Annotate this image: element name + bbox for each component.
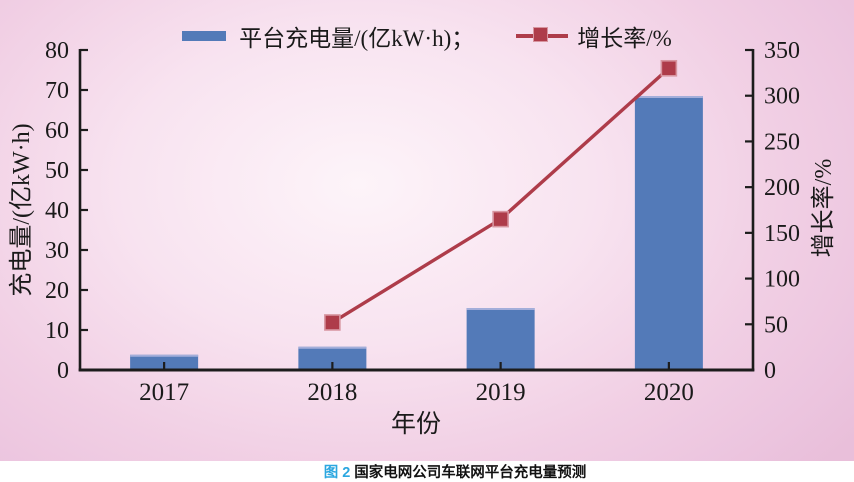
right-tick-label: 350 <box>764 38 800 64</box>
growth-markers <box>324 59 678 331</box>
chart-legend: 平台充电量/(亿kW·h)； 增长率/% <box>0 21 854 51</box>
x-tick-label: 2018 <box>307 379 357 406</box>
left-tick-label: 30 <box>45 238 69 264</box>
legend-marker-square-icon <box>533 26 549 42</box>
right-tick-label: 100 <box>764 267 800 293</box>
legend-line-label: 增长率/% <box>577 26 672 51</box>
figure-number: 图 2 <box>323 465 351 481</box>
marker-2018 <box>324 314 341 331</box>
right-tick-label: 300 <box>764 84 800 110</box>
figure-caption-text: 国家电网公司车联网平台充电量预测 <box>354 465 587 481</box>
legend-bar-swatch <box>182 31 227 41</box>
right-axis-title: 增长率/% <box>811 158 837 258</box>
x-axis-title: 年份 <box>390 411 441 438</box>
x-tick-label: 2017 <box>139 379 189 406</box>
left-axis-title: 充电量/(亿kW·h) <box>9 123 35 297</box>
right-tick-label: 0 <box>764 358 776 384</box>
left-tick-label: 60 <box>45 118 69 144</box>
right-tick-label: 250 <box>764 129 800 155</box>
bar-2019 <box>466 308 535 370</box>
left-tick-label: 10 <box>45 318 69 344</box>
left-tick-label: 20 <box>45 278 69 304</box>
chart-panel: 平台充电量/(亿kW·h)； 增长率/% 0 10 20 30 40 50 60 70 80 0 5… <box>0 0 854 461</box>
x-tick-label: 2020 <box>644 379 694 406</box>
left-tick-label: 0 <box>57 358 69 384</box>
bar-2018 <box>298 346 367 370</box>
marker-2020 <box>660 59 678 77</box>
right-tick-label: 200 <box>764 175 800 201</box>
figure-caption-inner: 图 2 国家电网公司车联网平台充电量预测 <box>324 461 587 482</box>
figure-caption: 图 2 国家电网公司车联网平台充电量预测 <box>0 461 854 482</box>
x-tick-label: 2019 <box>476 379 526 406</box>
growth-line <box>331 67 671 324</box>
bar-series <box>130 96 703 370</box>
left-tick-label: 70 <box>45 78 69 104</box>
legend-bar-label: 平台充电量/(亿kW·h)； <box>239 26 475 51</box>
left-tick-label: 50 <box>45 158 69 184</box>
bar-2020 <box>634 96 703 370</box>
plot-svg: 0 10 20 30 40 50 60 70 80 0 50 100 150 200 250 300 350 20… <box>45 38 800 406</box>
right-tick-label: 150 <box>764 221 800 247</box>
left-tick-label: 80 <box>45 38 69 64</box>
left-tick-label: 40 <box>45 198 69 224</box>
legend-line-marker <box>516 26 569 42</box>
axes: 0 10 20 30 40 50 60 70 80 0 50 100 150 200 250 300 350 20… <box>45 38 800 406</box>
marker-2019 <box>492 210 509 228</box>
right-tick-label: 50 <box>764 312 788 338</box>
